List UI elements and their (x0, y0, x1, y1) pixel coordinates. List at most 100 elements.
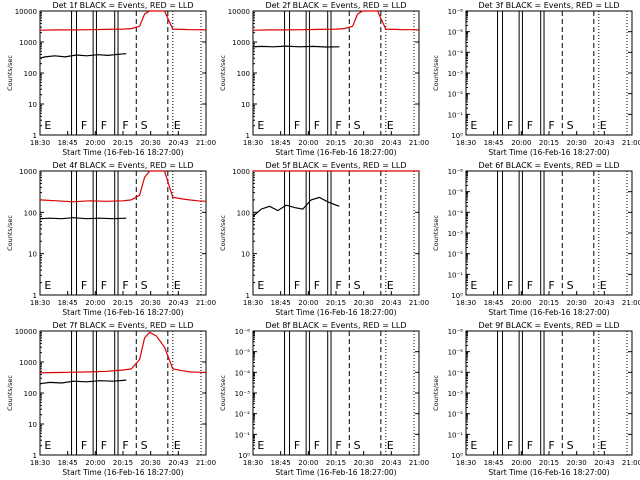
y-tick-label: 10⁻⁶ (448, 328, 464, 336)
event-flag-label: E (257, 439, 264, 452)
y-axis-label: Counts/sec (432, 55, 440, 91)
event-flag-label: E (600, 439, 607, 452)
event-flag-label: F (507, 439, 513, 452)
panel-title: Det 6f BLACK = Events, RED = LLD (478, 161, 619, 170)
x-tick-label: 21:00 (622, 299, 640, 307)
y-tick-label: 100 (237, 209, 250, 217)
x-tick-label: 20:00 (85, 139, 105, 147)
x-tick-label: 18:45 (484, 299, 504, 307)
x-tick-label: 20:30 (567, 139, 587, 147)
event-flag-label: F (314, 119, 320, 132)
x-tick-label: 18:30 (243, 459, 263, 467)
x-tick-label: 21:00 (409, 139, 429, 147)
x-tick-label: 18:30 (30, 459, 50, 467)
y-axis-label: Counts/sec (432, 215, 440, 251)
x-tick-label: 20:43 (381, 459, 401, 467)
x-tick-label: 21:00 (409, 459, 429, 467)
y-tick-label: 10 (28, 101, 37, 109)
x-tick-label: 20:43 (594, 459, 614, 467)
x-tick-label: 20:15 (326, 459, 346, 467)
x-tick-label: 18:45 (58, 459, 78, 467)
y-tick-label: 10⁻⁶ (448, 8, 464, 16)
y-tick-label: 10⁻¹ (235, 431, 251, 439)
event-flag-label: E (174, 119, 181, 132)
event-flag-label: S (354, 119, 361, 132)
y-tick-label: 10⁻⁵ (448, 189, 464, 197)
x-tick-label: 20:43 (594, 139, 614, 147)
series-lld-line (39, 331, 207, 374)
x-tick-label: 18:45 (271, 299, 291, 307)
y-axis-label: Counts/sec (432, 375, 440, 411)
event-flag-label: F (101, 279, 107, 292)
event-flag-label: F (314, 279, 320, 292)
y-tick-label: 10 (28, 251, 37, 259)
y-tick-label: 10⁰ (451, 452, 463, 460)
y-axis-label: Counts/sec (219, 375, 227, 411)
series-events-line (252, 196, 340, 217)
y-tick-label: 10⁻¹ (448, 431, 464, 439)
x-tick-label: 20:43 (168, 139, 188, 147)
event-flag-label: F (314, 439, 320, 452)
y-tick-label: 100 (237, 70, 250, 78)
x-tick-label: 20:15 (539, 299, 559, 307)
x-tick-label: 18:45 (271, 459, 291, 467)
panel-title: Det 2f BLACK = Events, RED = LLD (265, 1, 406, 10)
x-tick-label: 20:00 (85, 299, 105, 307)
event-flag-label: F (101, 119, 107, 132)
y-axis-label: Counts/sec (6, 55, 14, 91)
x-tick-label: 20:00 (511, 139, 531, 147)
event-flag-label: F (294, 279, 300, 292)
y-tick-label: 10⁻⁴ (235, 369, 251, 377)
event-flag-label: F (335, 279, 341, 292)
x-tick-label: 20:30 (567, 459, 587, 467)
series-lld-line (39, 170, 207, 203)
x-tick-label: 20:43 (381, 299, 401, 307)
x-tick-label: 20:43 (594, 299, 614, 307)
y-axis-label: Counts/sec (219, 55, 227, 91)
x-tick-label: 20:30 (354, 459, 374, 467)
y-tick-label: 1 (246, 292, 250, 300)
event-flag-label: E (600, 279, 607, 292)
x-tick-label: 18:45 (58, 299, 78, 307)
event-flag-label: F (335, 439, 341, 452)
event-flag-label: E (470, 279, 477, 292)
series-events-line (39, 53, 127, 59)
y-tick-label: 10 (241, 101, 250, 109)
y-tick-label: 10⁻³ (448, 390, 464, 398)
y-tick-label: 10 (241, 251, 250, 259)
x-axis-label: Start Time (16-Feb-16 18:27:00) (275, 308, 396, 317)
x-axis-label: Start Time (16-Feb-16 18:27:00) (488, 308, 609, 317)
x-tick-label: 20:00 (511, 299, 531, 307)
x-tick-label: 18:30 (456, 139, 476, 147)
x-tick-label: 20:43 (168, 459, 188, 467)
x-tick-label: 18:45 (484, 459, 504, 467)
y-tick-label: 10000 (15, 328, 37, 336)
event-flag-label: F (101, 439, 107, 452)
y-tick-label: 10⁻⁶ (448, 168, 464, 176)
y-tick-label: 10 (28, 421, 37, 429)
x-tick-label: 20:30 (567, 299, 587, 307)
x-tick-label: 20:15 (326, 139, 346, 147)
x-tick-label: 18:30 (30, 299, 50, 307)
event-flag-label: E (174, 279, 181, 292)
y-tick-label: 10⁻¹ (448, 271, 464, 279)
y-tick-label: 10000 (15, 8, 37, 16)
panel-title: Det 3f BLACK = Events, RED = LLD (478, 1, 619, 10)
x-tick-label: 20:15 (539, 139, 559, 147)
event-flag-label: E (174, 439, 181, 452)
x-tick-label: 20:30 (354, 139, 374, 147)
panel-title: Det 9f BLACK = Events, RED = LLD (478, 321, 619, 330)
plot-frame (39, 330, 207, 456)
event-flag-label: F (507, 119, 513, 132)
y-tick-label: 10⁰ (451, 132, 463, 140)
event-flag-label: S (141, 439, 148, 452)
event-flag-label: F (294, 439, 300, 452)
event-flag-label: F (527, 279, 533, 292)
y-tick-label: 10⁻² (448, 411, 464, 419)
y-tick-label: 10⁻⁶ (235, 328, 251, 336)
